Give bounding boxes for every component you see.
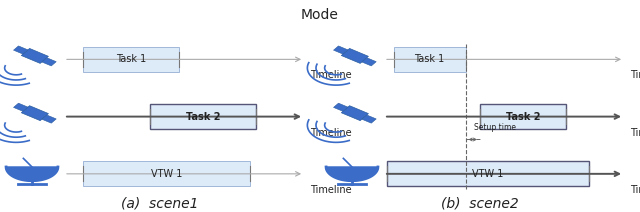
Bar bbox=[83, 162, 250, 186]
Text: VTW 1: VTW 1 bbox=[150, 169, 182, 179]
Bar bbox=[480, 104, 566, 129]
Text: (b)  scene2: (b) scene2 bbox=[441, 196, 519, 210]
Polygon shape bbox=[42, 58, 56, 66]
Text: Timeline: Timeline bbox=[630, 128, 640, 138]
Text: Timeline: Timeline bbox=[310, 128, 352, 138]
Polygon shape bbox=[341, 106, 369, 121]
Polygon shape bbox=[6, 167, 58, 181]
Text: Task 1: Task 1 bbox=[116, 54, 147, 64]
Polygon shape bbox=[333, 46, 348, 54]
Polygon shape bbox=[13, 103, 28, 111]
Bar bbox=[387, 162, 589, 186]
Bar bbox=[387, 162, 589, 186]
Polygon shape bbox=[341, 49, 369, 63]
Text: VTW 1: VTW 1 bbox=[472, 169, 504, 179]
Polygon shape bbox=[21, 49, 49, 63]
Text: Setup time: Setup time bbox=[474, 123, 516, 132]
Text: Task 2: Task 2 bbox=[506, 112, 540, 122]
Text: Timeline: Timeline bbox=[310, 185, 352, 195]
Text: Task 2: Task 2 bbox=[186, 112, 220, 122]
Text: Timeline: Timeline bbox=[630, 185, 640, 195]
Text: (a)  scene1: (a) scene1 bbox=[121, 196, 199, 210]
Bar bbox=[150, 104, 256, 129]
Polygon shape bbox=[42, 115, 56, 123]
Text: Timeline: Timeline bbox=[630, 70, 640, 80]
Text: Mode: Mode bbox=[301, 8, 339, 22]
Polygon shape bbox=[362, 58, 376, 66]
Text: Task 1: Task 1 bbox=[415, 54, 445, 64]
Polygon shape bbox=[326, 167, 378, 181]
Polygon shape bbox=[13, 46, 28, 54]
Text: Timeline: Timeline bbox=[310, 70, 352, 80]
Polygon shape bbox=[333, 103, 348, 111]
Bar bbox=[83, 47, 179, 72]
Bar bbox=[394, 47, 466, 72]
Polygon shape bbox=[21, 106, 49, 121]
Polygon shape bbox=[362, 115, 376, 123]
